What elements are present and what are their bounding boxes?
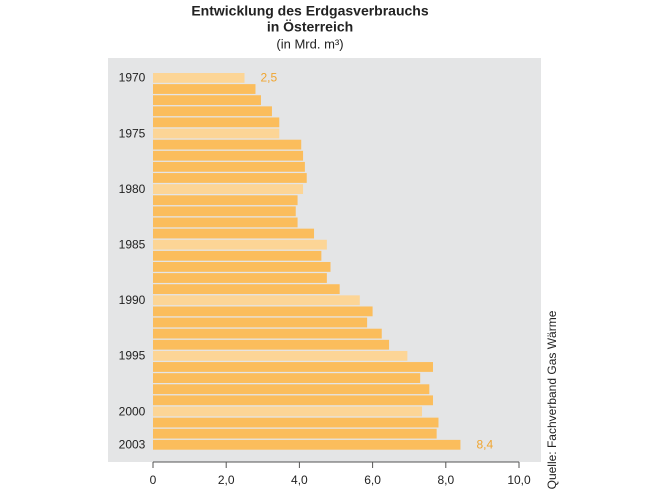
x-tick-label: 10,0 <box>507 473 531 487</box>
chart-title: Entwicklung des Erdgasverbrauchs <box>191 3 429 19</box>
x-tick-label: 2,0 <box>218 473 235 487</box>
y-tick-label: 1975 <box>119 126 146 140</box>
value-label: 8,4 <box>476 438 493 452</box>
chart-title-line2: in Österreich <box>267 19 353 35</box>
bar <box>153 106 272 117</box>
bar <box>153 84 256 94</box>
bar <box>153 95 261 106</box>
y-tick-label: 2003 <box>119 438 146 452</box>
value-label: 2,5 <box>261 71 278 85</box>
bar <box>153 217 298 228</box>
x-tick-label: 4,0 <box>291 473 308 487</box>
bar <box>153 428 437 439</box>
bar <box>153 306 373 317</box>
bar <box>153 117 280 128</box>
bar <box>153 73 245 83</box>
bar <box>153 161 305 172</box>
bar <box>153 262 331 272</box>
bar <box>153 250 322 261</box>
y-tick-label: 1970 <box>119 71 146 85</box>
bar <box>153 362 433 372</box>
bar <box>153 228 315 239</box>
bar <box>153 206 296 217</box>
y-tick-label: 2000 <box>119 404 146 418</box>
x-tick-label: 0 <box>150 473 157 487</box>
chart-subtitle: (in Mrd. m³) <box>276 36 343 51</box>
bar <box>153 317 368 328</box>
bar <box>153 239 327 250</box>
bar <box>153 328 382 339</box>
bar <box>153 406 423 417</box>
bar <box>153 150 304 161</box>
y-tick-label: 1990 <box>119 293 146 307</box>
bar <box>153 128 280 139</box>
source-note: Quelle: Fachverband Gas Wärme <box>545 310 559 489</box>
bar <box>153 350 408 361</box>
y-tick-label: 1995 <box>119 349 146 363</box>
bar <box>153 139 302 150</box>
bar <box>153 373 421 383</box>
bar <box>153 384 430 395</box>
bar <box>153 284 340 295</box>
x-tick-label: 6,0 <box>364 473 381 487</box>
bar <box>153 339 390 350</box>
bar <box>153 295 360 306</box>
bar <box>153 395 433 406</box>
bar <box>153 173 307 183</box>
bar <box>153 273 327 283</box>
bar <box>153 195 298 206</box>
bar <box>153 439 461 450</box>
bar <box>153 184 304 194</box>
bar <box>153 417 439 428</box>
y-tick-label: 1980 <box>119 182 146 196</box>
x-tick-label: 8,0 <box>437 473 454 487</box>
y-tick-label: 1985 <box>119 237 146 251</box>
